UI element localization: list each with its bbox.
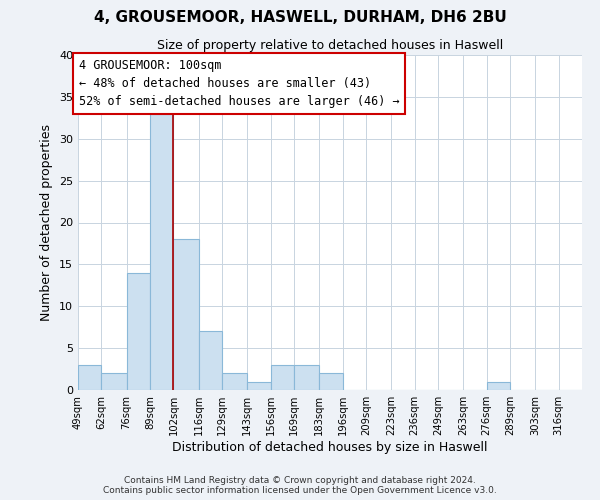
Bar (78, 365, 101, 390)
Y-axis label: Number of detached properties: Number of detached properties (40, 124, 53, 321)
Bar (199, 332, 222, 390)
Bar (150, 114, 173, 390)
Bar (101, 373, 127, 390)
Bar (487, 382, 510, 390)
Bar (271, 365, 294, 390)
Bar (127, 273, 150, 390)
Bar (294, 365, 319, 390)
Text: 4 GROUSEMOOR: 100sqm
← 48% of detached houses are smaller (43)
52% of semi-detac: 4 GROUSEMOOR: 100sqm ← 48% of detached h… (79, 59, 400, 108)
Bar (173, 240, 199, 390)
Text: Contains HM Land Registry data © Crown copyright and database right 2024.
Contai: Contains HM Land Registry data © Crown c… (103, 476, 497, 495)
X-axis label: Distribution of detached houses by size in Haswell: Distribution of detached houses by size … (172, 441, 488, 454)
Bar (222, 373, 247, 390)
Text: 4, GROUSEMOOR, HASWELL, DURHAM, DH6 2BU: 4, GROUSEMOOR, HASWELL, DURHAM, DH6 2BU (94, 10, 506, 25)
Bar (319, 373, 343, 390)
Bar (247, 382, 271, 390)
Title: Size of property relative to detached houses in Haswell: Size of property relative to detached ho… (157, 40, 503, 52)
